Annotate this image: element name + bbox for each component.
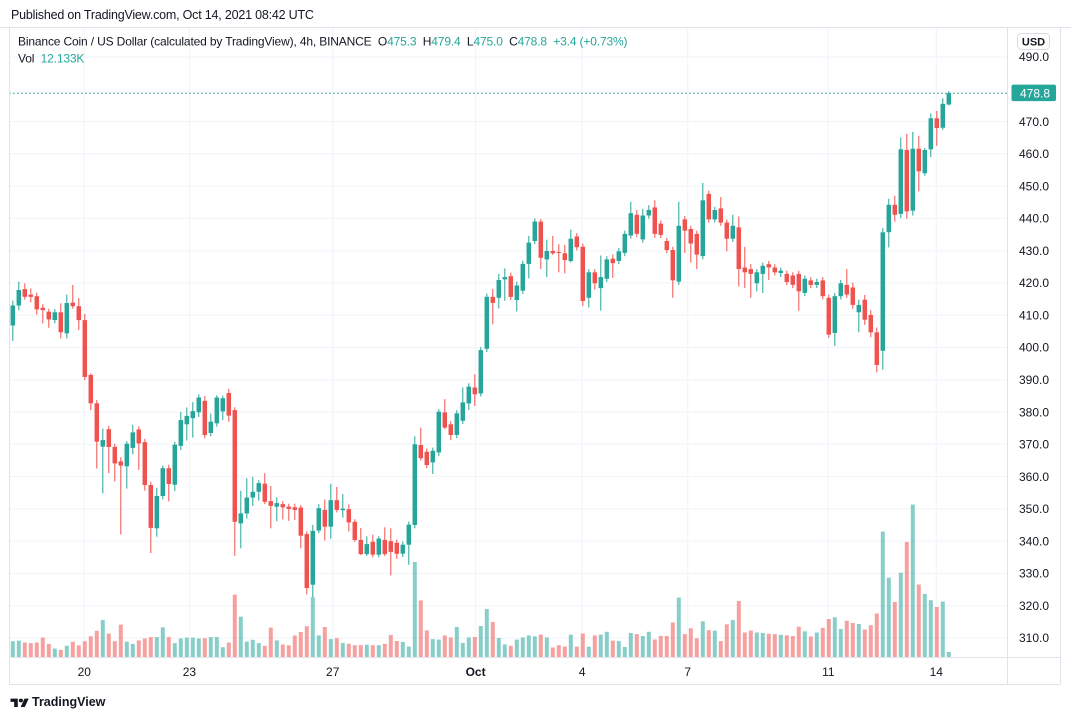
svg-text:330.0: 330.0 [1019,567,1049,581]
svg-text:Binance Coin / US Dollar (calc: Binance Coin / US Dollar (calculated by … [18,35,628,49]
svg-text:430.0: 430.0 [1019,244,1049,258]
svg-text:11: 11 [822,665,835,679]
svg-text:4: 4 [579,665,586,679]
svg-text:TradingView: TradingView [32,695,106,709]
svg-text:400.0: 400.0 [1019,341,1049,355]
svg-text:7: 7 [684,665,691,679]
svg-text:14: 14 [930,665,944,679]
svg-text:470.0: 470.0 [1019,115,1049,129]
svg-text:370.0: 370.0 [1019,438,1049,452]
svg-text:310.0: 310.0 [1019,631,1049,645]
svg-text:320.0: 320.0 [1019,599,1049,613]
svg-text:20: 20 [78,665,92,679]
svg-text:Vol 12.133K: Vol 12.133K [18,52,84,66]
svg-text:Published on TradingView.com,: Published on TradingView.com, Oct 14, 20… [11,8,314,22]
svg-text:490.0: 490.0 [1019,50,1049,64]
svg-text:USD: USD [1022,37,1045,49]
svg-text:440.0: 440.0 [1019,212,1049,226]
svg-text:390.0: 390.0 [1019,373,1049,387]
svg-text:478.8: 478.8 [1020,86,1050,100]
svg-text:Oct: Oct [466,665,486,679]
svg-text:23: 23 [183,665,197,679]
svg-text:460.0: 460.0 [1019,147,1049,161]
svg-text:340.0: 340.0 [1019,534,1049,548]
svg-text:360.0: 360.0 [1019,470,1049,484]
svg-text:350.0: 350.0 [1019,502,1049,516]
svg-text:380.0: 380.0 [1019,405,1049,419]
svg-text:420.0: 420.0 [1019,276,1049,290]
svg-text:27: 27 [326,665,340,679]
svg-text:410.0: 410.0 [1019,308,1049,322]
svg-text:450.0: 450.0 [1019,179,1049,193]
